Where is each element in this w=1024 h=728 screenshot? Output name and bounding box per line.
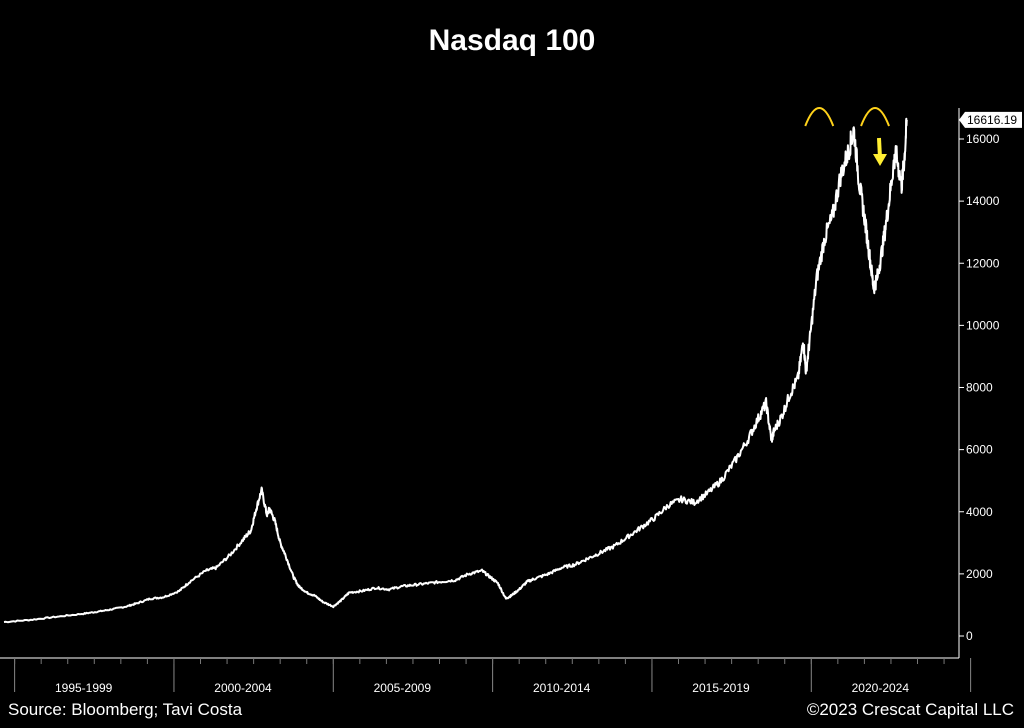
peak-arc-marker <box>804 107 835 127</box>
y-tick-label: 10000 <box>966 318 1000 332</box>
down-arrow-head <box>873 154 887 166</box>
axes: 0 2000 4000 6000 8000 10000 12000 14000 16000 199… <box>0 108 1022 695</box>
last-value-box <box>959 111 1022 128</box>
series-line-nasdaq-100 <box>3 117 908 624</box>
x-tick-label: 2020-2024 <box>852 681 910 695</box>
y-tick-label: 4000 <box>966 505 993 519</box>
source-text: Source: Bloomberg; Tavi Costa <box>8 700 243 719</box>
last-value-label: 16616.19 <box>967 113 1017 127</box>
peak-arc-marker <box>860 107 890 127</box>
x-tick-label: 2010-2014 <box>533 681 591 695</box>
y-tick-label: 16000 <box>966 132 1000 146</box>
y-tick-label: 12000 <box>966 256 1000 270</box>
y-tick-label: 2000 <box>966 567 993 581</box>
credit-text: ©2023 Crescat Capital LLC <box>806 700 1014 719</box>
x-tick-label: 2005-2009 <box>374 681 432 695</box>
x-tick-label: 2015-2019 <box>692 681 750 695</box>
x-tick-label: 1995-1999 <box>55 681 113 695</box>
y-tick-label: 6000 <box>966 443 993 457</box>
chart-title: Nasdaq 100 <box>428 24 596 57</box>
y-tick-label: 8000 <box>966 381 993 395</box>
y-tick-label: 0 <box>966 629 973 643</box>
series-layer <box>3 117 908 624</box>
annotation-layer <box>804 107 890 166</box>
y-tick-label: 14000 <box>966 194 1000 208</box>
x-tick-label: 2000-2004 <box>214 681 272 695</box>
